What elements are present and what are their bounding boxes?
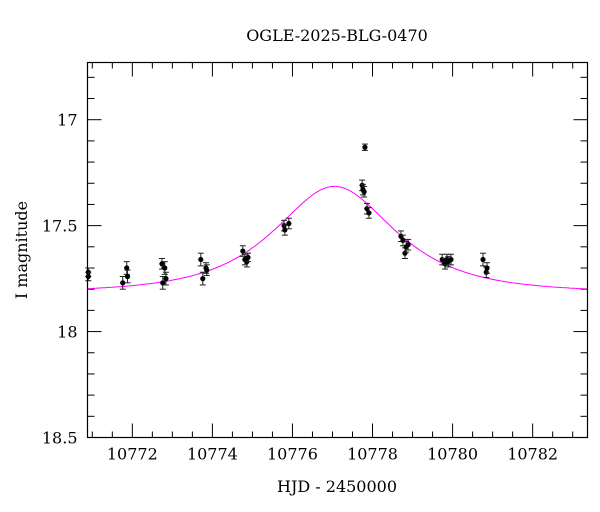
data-point xyxy=(123,261,130,275)
point-marker xyxy=(163,276,169,282)
point-marker xyxy=(360,187,366,193)
x-tick-label: 10780 xyxy=(427,445,478,464)
point-marker xyxy=(245,254,251,261)
data-point xyxy=(199,271,206,286)
point-marker xyxy=(200,276,206,282)
y-tick-label: 18.5 xyxy=(42,429,78,448)
data-point xyxy=(197,252,204,267)
data-point xyxy=(401,247,408,259)
point-marker xyxy=(480,256,486,263)
x-axis-label: HJD - 2450000 xyxy=(277,477,397,496)
point-marker xyxy=(240,248,246,254)
plot-frame xyxy=(86,61,589,439)
x-tick-label: 10776 xyxy=(267,445,318,464)
data-point xyxy=(480,252,487,267)
point-marker xyxy=(448,256,454,263)
point-marker xyxy=(484,265,490,271)
y-tick-label: 17 xyxy=(57,111,77,130)
x-tick-label: 10782 xyxy=(507,445,558,464)
data-point xyxy=(203,264,210,276)
point-marker xyxy=(282,227,288,233)
point-marker xyxy=(402,250,408,256)
data-point xyxy=(361,143,368,151)
point-marker xyxy=(286,220,292,227)
data-point xyxy=(159,275,166,290)
data-point xyxy=(405,238,412,251)
data-point xyxy=(162,271,169,286)
model-curve-group xyxy=(87,185,586,290)
data-points xyxy=(85,143,491,290)
data-point xyxy=(119,275,126,290)
point-marker xyxy=(124,273,131,280)
y-tick-label: 17.5 xyxy=(42,217,78,236)
data-point xyxy=(285,217,292,230)
point-marker xyxy=(120,280,126,286)
data-point xyxy=(158,257,165,270)
point-marker xyxy=(405,242,411,248)
x-tick-label: 10778 xyxy=(347,445,398,464)
axes: 10772 10774 10776 10778 10780 10782 17 17.5 18 18… xyxy=(42,62,588,464)
point-marker xyxy=(160,280,166,286)
model-curve xyxy=(87,185,586,290)
point-marker xyxy=(204,267,210,273)
chart-title: OGLE-2025-BLG-0470 xyxy=(246,26,428,45)
point-marker xyxy=(85,273,91,280)
x-tick-label: 10772 xyxy=(107,445,158,464)
point-marker xyxy=(366,210,372,216)
point-marker xyxy=(198,256,204,263)
point-marker xyxy=(124,265,130,271)
y-tick-label: 18 xyxy=(57,323,77,342)
data-point xyxy=(359,183,366,196)
data-point xyxy=(365,207,372,219)
data-point xyxy=(161,261,168,275)
data-point xyxy=(484,262,491,274)
data-point xyxy=(447,253,454,266)
point-marker xyxy=(400,237,406,244)
point-marker xyxy=(362,144,368,150)
data-point xyxy=(245,252,252,263)
point-marker xyxy=(439,256,445,263)
point-marker xyxy=(159,261,165,267)
data-point xyxy=(124,269,131,284)
x-tick-label: 10774 xyxy=(187,445,238,464)
y-axis-label: I magnitude xyxy=(12,201,31,299)
point-marker xyxy=(162,265,168,271)
